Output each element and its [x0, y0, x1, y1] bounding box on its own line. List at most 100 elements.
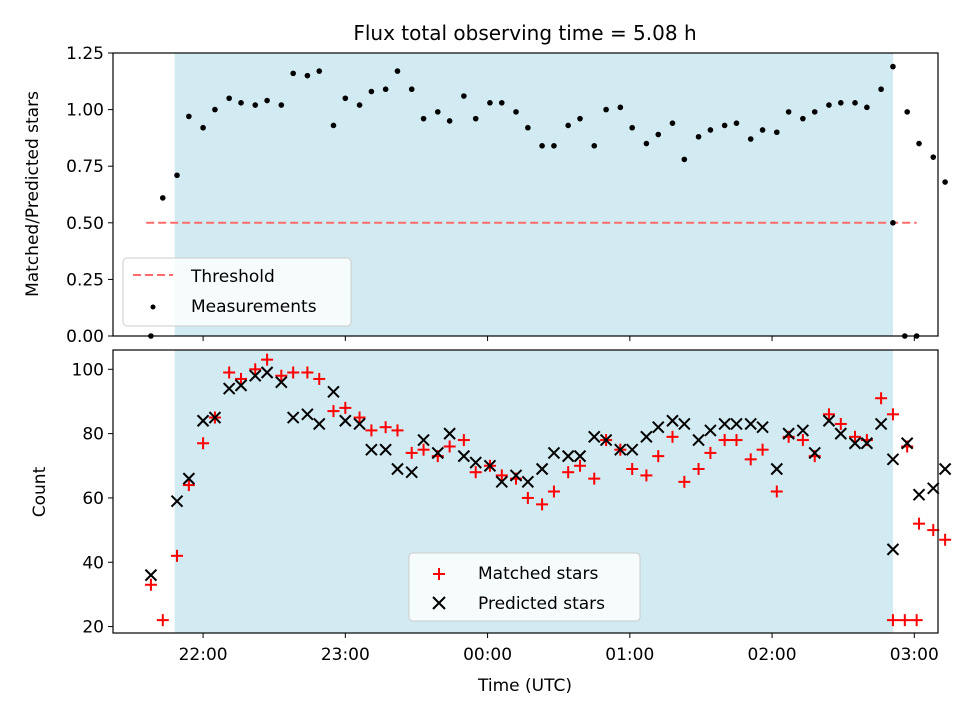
measurement-point: [773, 129, 780, 136]
x-tick-label: 22:00: [179, 645, 228, 665]
predicted-star-stroke-b: [796, 424, 810, 437]
predicted-star-stroke-b: [144, 568, 158, 582]
matched-star-point: [886, 614, 899, 627]
predicted-star-point: [275, 375, 288, 389]
predicted-star-point: [170, 494, 184, 508]
predicted-star-point: [588, 430, 601, 444]
matched-star-point: [469, 466, 482, 479]
matched-star-point: [849, 430, 862, 443]
top-y-tick-label: 0.00: [66, 327, 104, 347]
measurement-point: [800, 115, 806, 122]
measurement-point: [394, 68, 401, 74]
predicted-star-stroke-b: [782, 427, 795, 440]
predicted-star-point: [652, 420, 665, 434]
predicted-star-stroke-b: [353, 417, 366, 431]
x-tick-label: 01:00: [605, 645, 654, 665]
bottom-y-tick-label: 20: [82, 618, 104, 638]
predicted-star-stroke-b: [339, 414, 352, 427]
measurement-point: [461, 93, 467, 99]
measurement-point: [681, 156, 688, 163]
matched-star-point: [822, 408, 835, 421]
matched-stars-legend-label: Matched stars: [478, 564, 598, 584]
matched-star-point: [144, 578, 157, 591]
predicted-star-point: [353, 417, 366, 431]
measurement-point: [278, 102, 285, 108]
measurement-point: [304, 72, 311, 79]
predicted-star-stroke-b: [457, 449, 471, 463]
predicted-star-stroke-b: [561, 449, 575, 463]
measurement-point: [565, 122, 571, 129]
bottom-legend: Matched stars Predicted stars: [408, 552, 641, 622]
predicted-star-stroke-b: [614, 443, 627, 456]
predicted-star-point: [286, 411, 300, 424]
matched-stars-points: [144, 353, 952, 627]
matched-star-point: [365, 424, 378, 437]
matched-star-point: [652, 450, 665, 463]
matched-star-point: [379, 421, 392, 434]
matched-star-point: [796, 434, 809, 447]
matched-star-point: [886, 408, 899, 421]
predicted-star-point: [573, 449, 587, 463]
matched-star-point: [756, 443, 769, 456]
predicted-star-stroke-b: [874, 417, 888, 431]
predicted-stars-legend-label: Predicted stars: [478, 594, 605, 614]
matched-star-point: [547, 485, 560, 498]
measurement-point: [747, 136, 754, 142]
bottom-y-tick-label: 60: [82, 489, 104, 509]
predicted-star-point: [234, 379, 248, 392]
matched-star-point: [301, 366, 314, 379]
matched-stars-legend-swatch: [433, 568, 445, 580]
matched-star-point: [261, 353, 274, 366]
matched-star-point: [457, 434, 470, 447]
matched-star-point: [417, 443, 430, 456]
predicted-star-stroke-b: [756, 420, 769, 434]
matched-star-point: [898, 614, 911, 627]
predicted-star-point: [599, 433, 613, 447]
matched-star-point: [353, 411, 366, 424]
top-plot-frame: [112, 52, 939, 337]
predicted-star-stroke-b: [469, 456, 482, 469]
predicted-star-point: [547, 446, 561, 460]
matched-star-point: [626, 462, 639, 475]
predicted-star-stroke-b: [483, 459, 497, 472]
predicted-star-stroke-b: [640, 430, 653, 444]
predicted-star-point: [912, 488, 926, 501]
predicted-star-stroke-b: [521, 475, 535, 489]
matched-star-point: [939, 533, 952, 546]
measurement-point: [669, 120, 676, 126]
threshold-legend-label: Threshold: [190, 267, 275, 287]
predicted-star-point: [509, 469, 523, 482]
measurement-point: [811, 109, 818, 115]
bottom-panel: 20 40 60 80 100 22:00 23:00 00:00 01:00 02:00 03:…: [30, 349, 952, 696]
measurement-point: [591, 143, 598, 149]
matched-star-point: [704, 446, 717, 459]
predicted-star-stroke-b: [678, 417, 691, 431]
bottom-legend-box: [408, 552, 641, 622]
matched-star-point: [156, 614, 169, 627]
measurement-point: [226, 95, 232, 102]
matched-star-point: [287, 366, 300, 379]
x-tick-label: 02:00: [748, 645, 797, 665]
predicted-star-stroke-b: [886, 543, 900, 556]
measurement-point: [643, 140, 650, 147]
predicted-star-point: [457, 449, 471, 463]
measurement-point: [513, 109, 519, 115]
measurement-point: [252, 102, 259, 108]
predicted-star-point: [208, 411, 222, 424]
predicted-star-stroke-b: [822, 414, 836, 427]
predicted-star-stroke-b: [938, 462, 952, 476]
predicted-star-point: [692, 433, 705, 447]
x-tick-label: 23:00: [321, 645, 370, 665]
predicted-stars-points: [144, 366, 952, 582]
predicted-star-point: [431, 446, 444, 460]
predicted-star-stroke-b: [704, 424, 717, 437]
predicted-star-stroke-b: [927, 482, 940, 495]
measurement-point: [238, 100, 244, 106]
measurement-point: [617, 104, 624, 111]
measurement-point: [174, 172, 180, 179]
measurement-point: [930, 154, 937, 160]
top-panel: 0.00 0.25 0.50 0.75 1.00 1.25 Matched/Predict…: [23, 44, 948, 347]
matched-star-point: [391, 424, 404, 437]
bottom-y-axis-ticks: 20 40 60 80 100: [72, 360, 113, 638]
predicted-star-stroke-b: [260, 366, 274, 379]
